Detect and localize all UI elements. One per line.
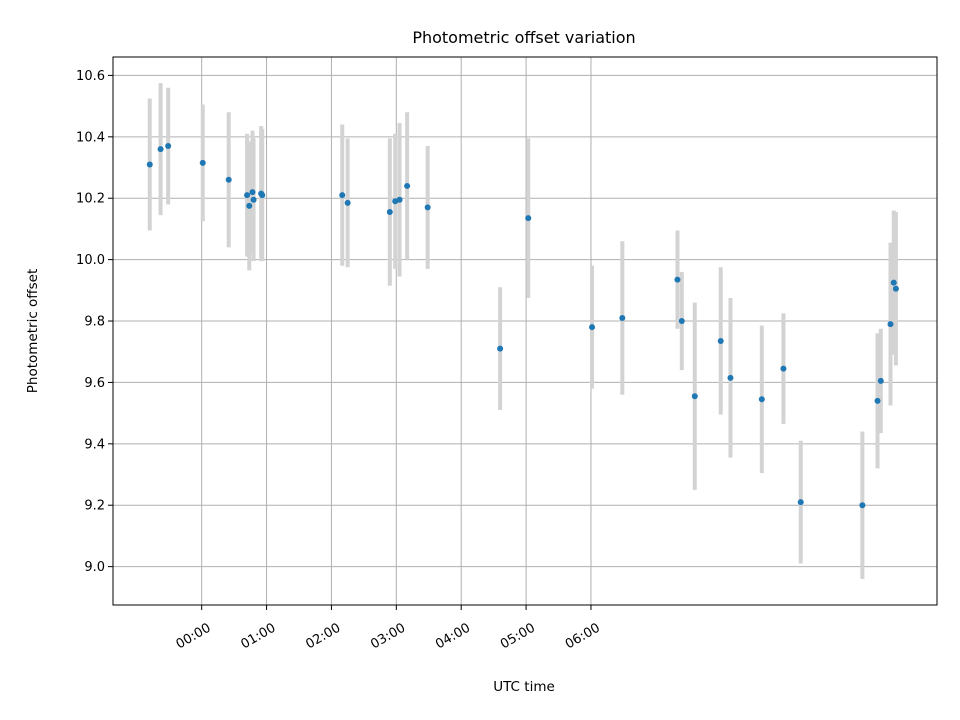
y-tick-label: 10.2 [76,192,105,207]
data-point [674,276,681,283]
y-tick-label: 9.8 [84,315,105,330]
data-point [157,146,164,153]
y-axis-ticks: 9.0 9.2 9.4 9.6 9.8 10.0 10.2 10.4 10.6 [76,69,113,575]
data-point [717,337,724,344]
data-point [758,396,765,403]
plot-area-frame [112,56,938,606]
y-tick-label: 10.6 [76,69,105,84]
data-point [404,182,411,189]
x-axis-label: UTC time [493,679,555,695]
y-tick-label: 9.6 [84,376,105,391]
data-point [246,202,253,209]
data-point [339,192,346,199]
data-point [691,393,698,400]
chart-title: Photometric offset variation [412,28,635,47]
y-tick-label: 9.2 [84,499,105,514]
data-point [525,215,532,222]
data-point [199,159,206,166]
data-point [589,324,596,331]
y-axis-label: Photometric offset [25,269,41,393]
data-point [727,374,734,381]
data-point [887,321,894,328]
data-point [249,189,256,196]
y-tick-label: 10.4 [76,130,105,145]
data-point [678,318,685,325]
data-point [877,377,884,384]
data-point [890,279,897,286]
data-point [344,199,351,206]
data-point [497,345,504,352]
grid-lines [113,57,937,605]
data-point [780,365,787,372]
y-tick-label: 10.0 [76,253,105,268]
data-point [146,161,153,168]
data-point [259,192,266,199]
data-point [797,499,804,506]
data-point [619,314,626,321]
data-point [874,397,881,404]
data-points [146,143,899,509]
data-point [859,502,866,509]
data-point [244,192,251,199]
data-point [225,176,232,183]
data-point [386,209,393,216]
data-point [892,285,899,292]
data-point [424,204,431,211]
data-point [250,196,257,203]
data-point [165,143,172,150]
data-point [396,196,403,203]
y-tick-label: 9.4 [84,437,105,452]
y-tick-label: 9.0 [84,560,105,575]
